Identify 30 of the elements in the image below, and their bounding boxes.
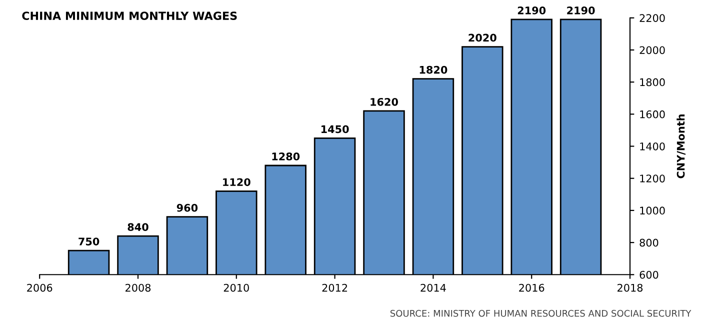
data-label: 960 [176, 204, 198, 212]
x-tick-label: 2016 [519, 284, 544, 292]
data-label: 750 [78, 238, 100, 246]
x-tick-label: 2006 [27, 284, 52, 292]
data-label: 1820 [420, 66, 448, 74]
y-tick-label: 2000 [640, 46, 665, 54]
y-tick-label: 1800 [640, 78, 665, 86]
y-tick-label: 1400 [640, 142, 665, 150]
y-axis-title: CNY/Month [676, 114, 686, 178]
chart-title: CHINA MINIMUM MONTHLY WAGES [22, 12, 237, 20]
x-tick-label: 2010 [224, 284, 249, 292]
data-label: 2190 [518, 6, 546, 14]
y-tick-label: 1000 [640, 206, 665, 215]
y-tick-label: 1600 [640, 110, 665, 118]
data-label: 1450 [321, 125, 349, 134]
data-label: 1280 [272, 152, 300, 160]
y-tick-label: 2200 [640, 14, 665, 22]
y-tick-label: 600 [640, 270, 658, 279]
data-label: 2190 [567, 6, 595, 14]
data-label: 1620 [370, 98, 398, 106]
data-label: 840 [128, 223, 148, 232]
data-label: 2020 [468, 34, 496, 42]
x-tick-label: 2014 [420, 284, 446, 292]
y-tick-label: 800 [640, 238, 658, 247]
x-tick-label: 2008 [126, 284, 151, 292]
data-label: 1120 [223, 178, 250, 186]
source-note: SOURCE: MINISTRY OF HUMAN RESOURCES AND SOCIAL SECURITY [390, 310, 692, 317]
x-tick-label: 2018 [618, 284, 643, 292]
y-tick-label: 1200 [640, 174, 665, 182]
x-tick-label: 2012 [322, 284, 348, 292]
